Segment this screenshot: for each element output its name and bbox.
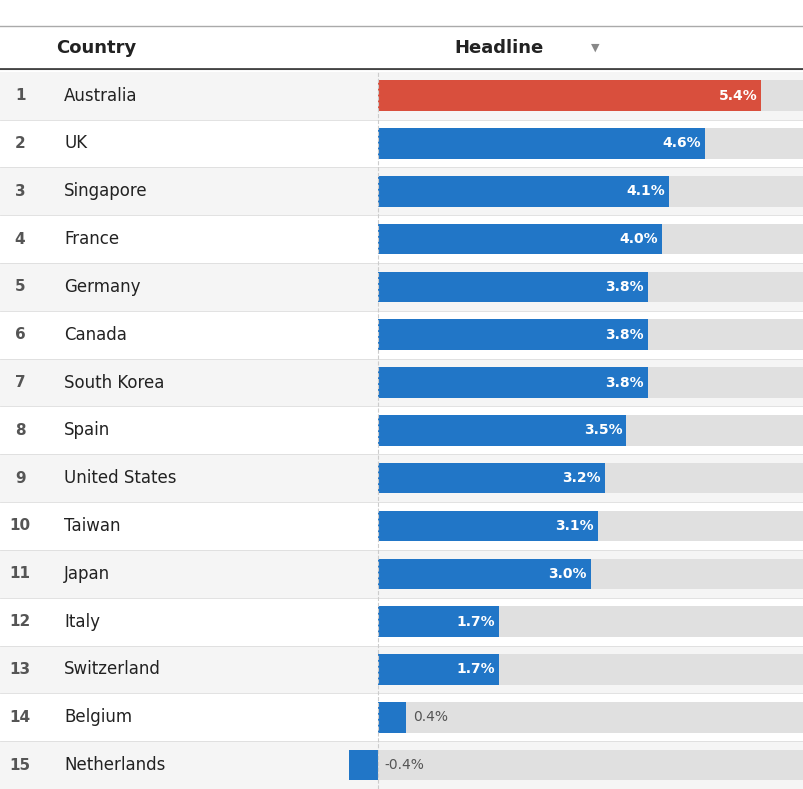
FancyBboxPatch shape [377, 271, 803, 302]
Text: 12: 12 [10, 614, 31, 629]
FancyBboxPatch shape [377, 750, 803, 780]
Text: -0.4%: -0.4% [384, 758, 424, 772]
Text: 3.1%: 3.1% [555, 519, 593, 533]
FancyBboxPatch shape [377, 224, 803, 254]
FancyBboxPatch shape [0, 311, 803, 359]
Text: 1.7%: 1.7% [455, 615, 494, 629]
Text: 4.1%: 4.1% [626, 185, 664, 198]
Text: 5: 5 [14, 279, 26, 294]
FancyBboxPatch shape [377, 80, 803, 111]
Text: Singapore: Singapore [64, 182, 148, 200]
FancyBboxPatch shape [377, 320, 647, 350]
Text: Netherlands: Netherlands [64, 756, 165, 774]
Text: 1.7%: 1.7% [455, 663, 494, 676]
FancyBboxPatch shape [377, 463, 803, 493]
FancyBboxPatch shape [0, 741, 803, 789]
FancyBboxPatch shape [377, 320, 803, 350]
FancyBboxPatch shape [0, 550, 803, 598]
Text: 6: 6 [14, 327, 26, 342]
Text: UK: UK [64, 134, 88, 152]
FancyBboxPatch shape [0, 215, 803, 263]
FancyBboxPatch shape [377, 654, 498, 685]
Text: Taiwan: Taiwan [64, 517, 120, 535]
Text: 5.4%: 5.4% [718, 88, 756, 103]
Text: Switzerland: Switzerland [64, 660, 161, 679]
Text: 13: 13 [10, 662, 31, 677]
FancyBboxPatch shape [377, 510, 803, 541]
Text: 1: 1 [14, 88, 26, 103]
Text: 3.8%: 3.8% [605, 376, 643, 390]
FancyBboxPatch shape [0, 406, 803, 454]
Text: United States: United States [64, 469, 177, 487]
FancyBboxPatch shape [377, 702, 406, 732]
Text: Japan: Japan [64, 565, 110, 583]
Text: 8: 8 [14, 423, 26, 438]
FancyBboxPatch shape [377, 559, 803, 589]
Text: 3: 3 [14, 184, 26, 199]
Text: Australia: Australia [64, 87, 137, 105]
FancyBboxPatch shape [0, 72, 803, 120]
FancyBboxPatch shape [377, 128, 703, 159]
Text: Belgium: Belgium [64, 709, 132, 726]
FancyBboxPatch shape [0, 167, 803, 215]
FancyBboxPatch shape [0, 454, 803, 502]
Text: 10: 10 [10, 518, 31, 533]
FancyBboxPatch shape [377, 176, 803, 207]
Text: 2: 2 [14, 136, 26, 151]
Text: 7: 7 [14, 375, 26, 390]
Text: 11: 11 [10, 567, 31, 581]
Text: Italy: Italy [64, 612, 100, 630]
FancyBboxPatch shape [377, 367, 803, 398]
FancyBboxPatch shape [0, 645, 803, 694]
Text: 4: 4 [14, 232, 26, 247]
FancyBboxPatch shape [377, 606, 803, 637]
FancyBboxPatch shape [0, 502, 803, 550]
Text: 9: 9 [14, 471, 26, 486]
Text: Country: Country [56, 39, 137, 57]
Text: 3.5%: 3.5% [583, 424, 622, 437]
FancyBboxPatch shape [377, 510, 597, 541]
Text: 0.4%: 0.4% [412, 710, 447, 724]
FancyBboxPatch shape [377, 606, 498, 637]
Text: Germany: Germany [64, 278, 141, 296]
FancyBboxPatch shape [377, 271, 647, 302]
FancyBboxPatch shape [377, 367, 647, 398]
Text: 3.2%: 3.2% [562, 471, 601, 485]
Text: 3.0%: 3.0% [548, 567, 586, 581]
FancyBboxPatch shape [349, 750, 377, 780]
FancyBboxPatch shape [377, 559, 590, 589]
FancyBboxPatch shape [377, 80, 760, 111]
Text: France: France [64, 230, 120, 248]
Text: ▼: ▼ [590, 43, 599, 53]
FancyBboxPatch shape [377, 654, 803, 685]
Text: Spain: Spain [64, 421, 111, 439]
FancyBboxPatch shape [0, 120, 803, 167]
Text: 4.6%: 4.6% [661, 136, 699, 151]
FancyBboxPatch shape [377, 224, 661, 254]
FancyBboxPatch shape [377, 176, 668, 207]
FancyBboxPatch shape [0, 263, 803, 311]
Text: 15: 15 [10, 757, 31, 772]
Text: Headline: Headline [454, 39, 543, 57]
FancyBboxPatch shape [377, 415, 626, 446]
FancyBboxPatch shape [0, 359, 803, 406]
Text: 3.8%: 3.8% [605, 280, 643, 294]
Text: 4.0%: 4.0% [618, 232, 657, 246]
Text: 14: 14 [10, 710, 31, 725]
FancyBboxPatch shape [0, 694, 803, 741]
FancyBboxPatch shape [377, 128, 803, 159]
FancyBboxPatch shape [0, 598, 803, 645]
FancyBboxPatch shape [377, 702, 803, 732]
FancyBboxPatch shape [377, 415, 803, 446]
FancyBboxPatch shape [377, 463, 605, 493]
Text: 3.8%: 3.8% [605, 327, 643, 342]
Text: Canada: Canada [64, 326, 127, 344]
Text: South Korea: South Korea [64, 373, 165, 391]
